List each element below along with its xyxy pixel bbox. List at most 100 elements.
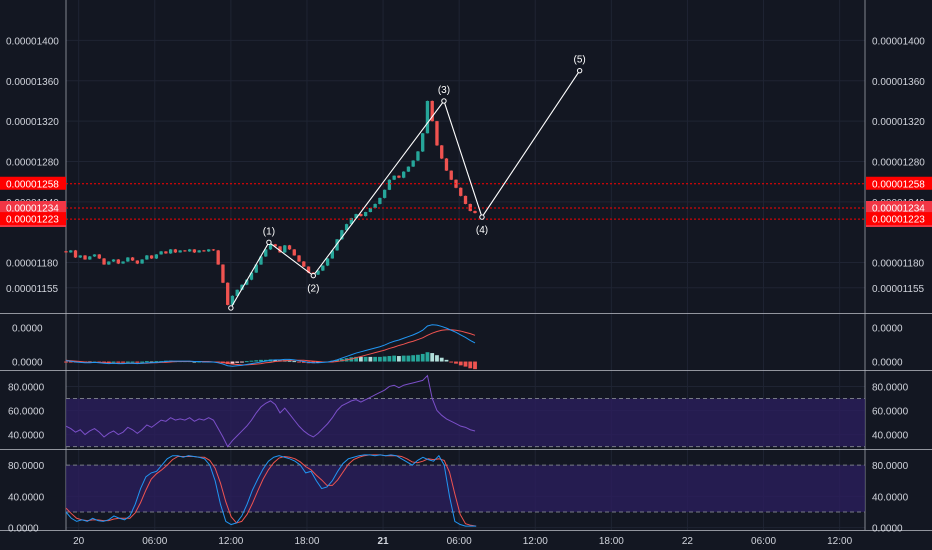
candle-body[interactable] xyxy=(382,189,387,198)
candle-body[interactable] xyxy=(349,218,354,225)
candle-body[interactable] xyxy=(107,261,111,265)
candle-body[interactable] xyxy=(463,195,468,204)
macd-pane[interactable] xyxy=(64,324,477,370)
candle-body[interactable] xyxy=(164,251,168,254)
candle-body[interactable] xyxy=(440,145,444,159)
wave-point-0[interactable] xyxy=(228,305,234,311)
candle-body[interactable] xyxy=(325,258,330,266)
candle-body[interactable] xyxy=(387,179,392,190)
wave-point-3[interactable] xyxy=(441,98,447,104)
wave-point-2[interactable] xyxy=(310,272,317,279)
candle-body[interactable] xyxy=(359,214,363,217)
candle-body[interactable] xyxy=(459,187,463,196)
candle-body[interactable] xyxy=(88,256,92,260)
candle-body[interactable] xyxy=(230,295,235,305)
candle-body[interactable] xyxy=(287,245,292,250)
candle-body[interactable] xyxy=(226,282,230,305)
candle-body[interactable] xyxy=(316,270,320,275)
candle-body[interactable] xyxy=(435,121,439,146)
candle-body[interactable] xyxy=(135,260,140,264)
candle-body[interactable] xyxy=(207,249,211,252)
candle-body[interactable] xyxy=(259,256,263,265)
wave-point-4[interactable] xyxy=(479,214,485,220)
candle-body[interactable] xyxy=(321,265,325,271)
candle-body[interactable] xyxy=(344,224,349,231)
stochastic-pane[interactable] xyxy=(65,454,865,527)
candle-body[interactable] xyxy=(335,239,339,251)
candle-body[interactable] xyxy=(354,214,358,219)
price-badge-left xyxy=(0,212,66,226)
candle-body[interactable] xyxy=(449,170,453,180)
candle-body[interactable] xyxy=(92,254,97,257)
candle-body[interactable] xyxy=(273,244,277,247)
candle-body[interactable] xyxy=(292,249,296,256)
rsi-pane[interactable] xyxy=(65,374,865,448)
candle-body[interactable] xyxy=(130,257,135,261)
candle-body[interactable] xyxy=(278,246,282,253)
candle-body[interactable] xyxy=(78,255,82,258)
candle-body[interactable] xyxy=(69,250,73,253)
candle-body[interactable] xyxy=(192,249,197,253)
candle-body[interactable] xyxy=(378,197,382,204)
candle-body[interactable] xyxy=(187,249,192,252)
candle-body[interactable] xyxy=(268,244,273,250)
candle-body[interactable] xyxy=(159,251,163,255)
candle-body[interactable] xyxy=(373,203,377,208)
candle-body[interactable] xyxy=(154,254,159,259)
price-pane[interactable]: (1) (2) (3) (4) (5) xyxy=(64,55,865,311)
wave-point-5[interactable] xyxy=(576,67,583,74)
candle-body[interactable] xyxy=(302,261,306,267)
candle-body[interactable] xyxy=(64,251,68,253)
candle-body[interactable] xyxy=(283,245,287,253)
candle-body[interactable] xyxy=(368,207,373,213)
candle-body[interactable] xyxy=(173,249,178,253)
candle-body[interactable] xyxy=(145,255,149,260)
candle-body[interactable] xyxy=(306,266,311,273)
elliott-wave-line[interactable] xyxy=(230,70,581,309)
candle-body[interactable] xyxy=(121,261,125,264)
candle-body[interactable] xyxy=(149,255,154,259)
candle-body[interactable] xyxy=(297,255,301,262)
candle-body[interactable] xyxy=(168,249,173,254)
candle-body[interactable] xyxy=(245,279,249,285)
candle-body[interactable] xyxy=(406,166,411,172)
candle-body[interactable] xyxy=(183,250,187,252)
candle-body[interactable] xyxy=(397,175,401,178)
candle-body[interactable] xyxy=(116,259,120,264)
candle-body[interactable] xyxy=(140,259,144,264)
candle-body[interactable] xyxy=(211,249,216,251)
candle-body[interactable] xyxy=(221,264,225,283)
candle-body[interactable] xyxy=(330,250,334,259)
candle-body[interactable] xyxy=(235,289,239,296)
wave-point-1[interactable] xyxy=(266,239,272,246)
wave-label: (1) xyxy=(263,226,275,237)
candle-body[interactable] xyxy=(97,254,101,259)
candle-body[interactable] xyxy=(111,259,116,262)
candle-body[interactable] xyxy=(249,272,254,280)
candle-body[interactable] xyxy=(264,249,268,257)
candle-body[interactable] xyxy=(83,255,87,260)
candle-body[interactable] xyxy=(363,212,368,217)
candle-body[interactable] xyxy=(73,250,78,258)
candle-body[interactable] xyxy=(473,211,477,214)
candle-body[interactable] xyxy=(240,284,244,290)
candle-body[interactable] xyxy=(392,175,396,180)
candle-body[interactable] xyxy=(421,133,425,152)
candle-body[interactable] xyxy=(416,151,420,161)
candle-body[interactable] xyxy=(178,250,182,253)
candle-body[interactable] xyxy=(126,257,130,262)
candle-body[interactable] xyxy=(444,158,449,171)
candle-body[interactable] xyxy=(102,258,106,265)
candle-body[interactable] xyxy=(402,171,406,178)
candle-body[interactable] xyxy=(411,160,415,167)
candle-body[interactable] xyxy=(340,230,344,240)
candle-body[interactable] xyxy=(430,100,434,122)
candle-body[interactable] xyxy=(197,250,201,253)
candle-body[interactable] xyxy=(425,100,430,134)
candle-body[interactable] xyxy=(468,203,472,212)
candle-body[interactable] xyxy=(254,264,258,273)
candle-body[interactable] xyxy=(202,250,206,252)
candle-body[interactable] xyxy=(216,250,220,265)
